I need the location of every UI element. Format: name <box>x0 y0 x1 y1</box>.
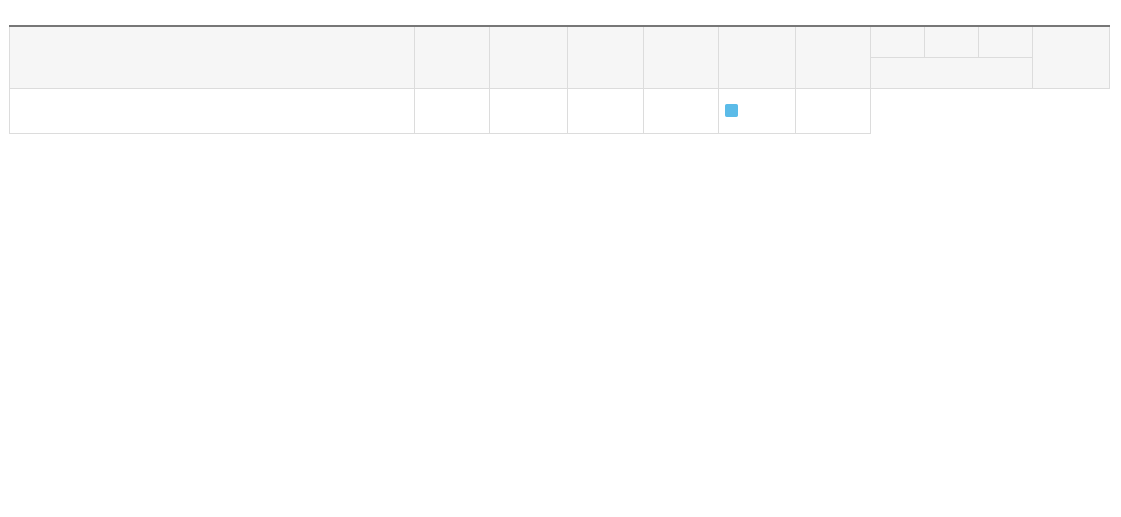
col-header-product <box>9 25 415 89</box>
col-header-discount-price <box>643 25 719 89</box>
col-header-qty <box>414 25 490 89</box>
subtotal-label <box>9 87 415 134</box>
subtotal-empty <box>870 87 1110 133</box>
subtotal-shipping <box>795 87 871 134</box>
col-header-ready <box>870 25 925 58</box>
order-items-table <box>9 25 1110 134</box>
subtotal-discount <box>567 87 644 134</box>
col-header-sale-price <box>489 25 568 89</box>
subtotal-row <box>9 87 1110 134</box>
subtotal-discount-price <box>643 87 719 134</box>
col-header-points <box>718 25 796 89</box>
col-header-shipping <box>795 25 871 89</box>
col-header-discount <box>567 25 644 89</box>
col-header-cancel <box>978 25 1033 58</box>
col-header-shipment-history <box>870 56 1033 89</box>
col-header-done <box>924 25 979 58</box>
subtotal-points-cell <box>718 87 796 134</box>
subtotal-price <box>489 87 568 134</box>
point-icon <box>725 104 738 117</box>
subtotal-qty <box>414 87 490 134</box>
col-header-status <box>1032 25 1110 89</box>
